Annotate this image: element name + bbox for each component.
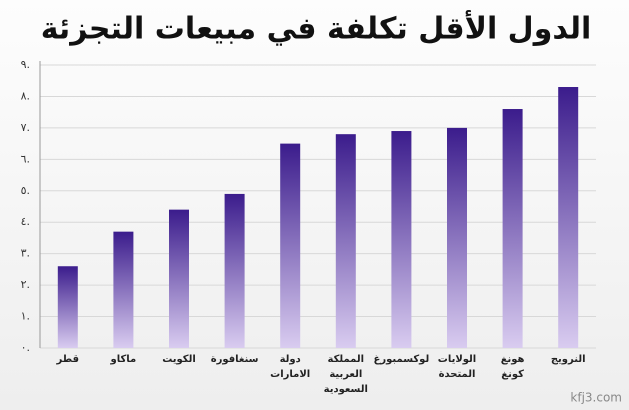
x-tick-label: دولة الامارات	[270, 354, 311, 380]
x-tick-label: النرويج	[550, 354, 586, 365]
chart-title: الدول الأقل تكلفة في مبيعات التجزئة	[41, 10, 592, 47]
x-tick-label: ماكاو	[110, 354, 137, 365]
x-tick-label: الولايات المتحدة	[437, 354, 477, 380]
bar	[558, 87, 579, 348]
y-tick-label: ٣.	[21, 247, 30, 260]
x-tick-label: المملكة العربية السعودية	[323, 354, 368, 395]
bar	[447, 127, 467, 348]
y-tick-label: ٠.	[21, 341, 30, 354]
bar	[502, 109, 523, 349]
y-tick-label: ٥.	[21, 184, 30, 197]
y-tick-label: ١.	[21, 310, 30, 323]
watermark: kfj3.com	[570, 391, 622, 405]
bar	[280, 143, 301, 348]
y-tick-label: ٢.	[21, 278, 30, 291]
y-tick-label: ٧.	[21, 121, 30, 134]
bar	[224, 193, 245, 348]
x-tick-label: لوكسمبورغ	[373, 354, 430, 365]
bar	[113, 231, 134, 348]
y-tick-label: ٤.	[21, 215, 30, 228]
bar	[169, 209, 189, 348]
y-tick-label: ٩.	[21, 58, 30, 71]
x-tick-label: سنغافورة	[210, 354, 259, 365]
x-tick-label: قطر	[56, 354, 80, 365]
x-tick-label: هونغ كونغ	[500, 354, 525, 380]
x-tick-label: الكويت	[162, 354, 196, 365]
bar	[391, 131, 412, 348]
bar	[57, 266, 78, 348]
bar	[335, 134, 356, 348]
y-tick-label: ٨.	[21, 89, 30, 102]
y-tick-label: ٦.	[21, 152, 30, 165]
